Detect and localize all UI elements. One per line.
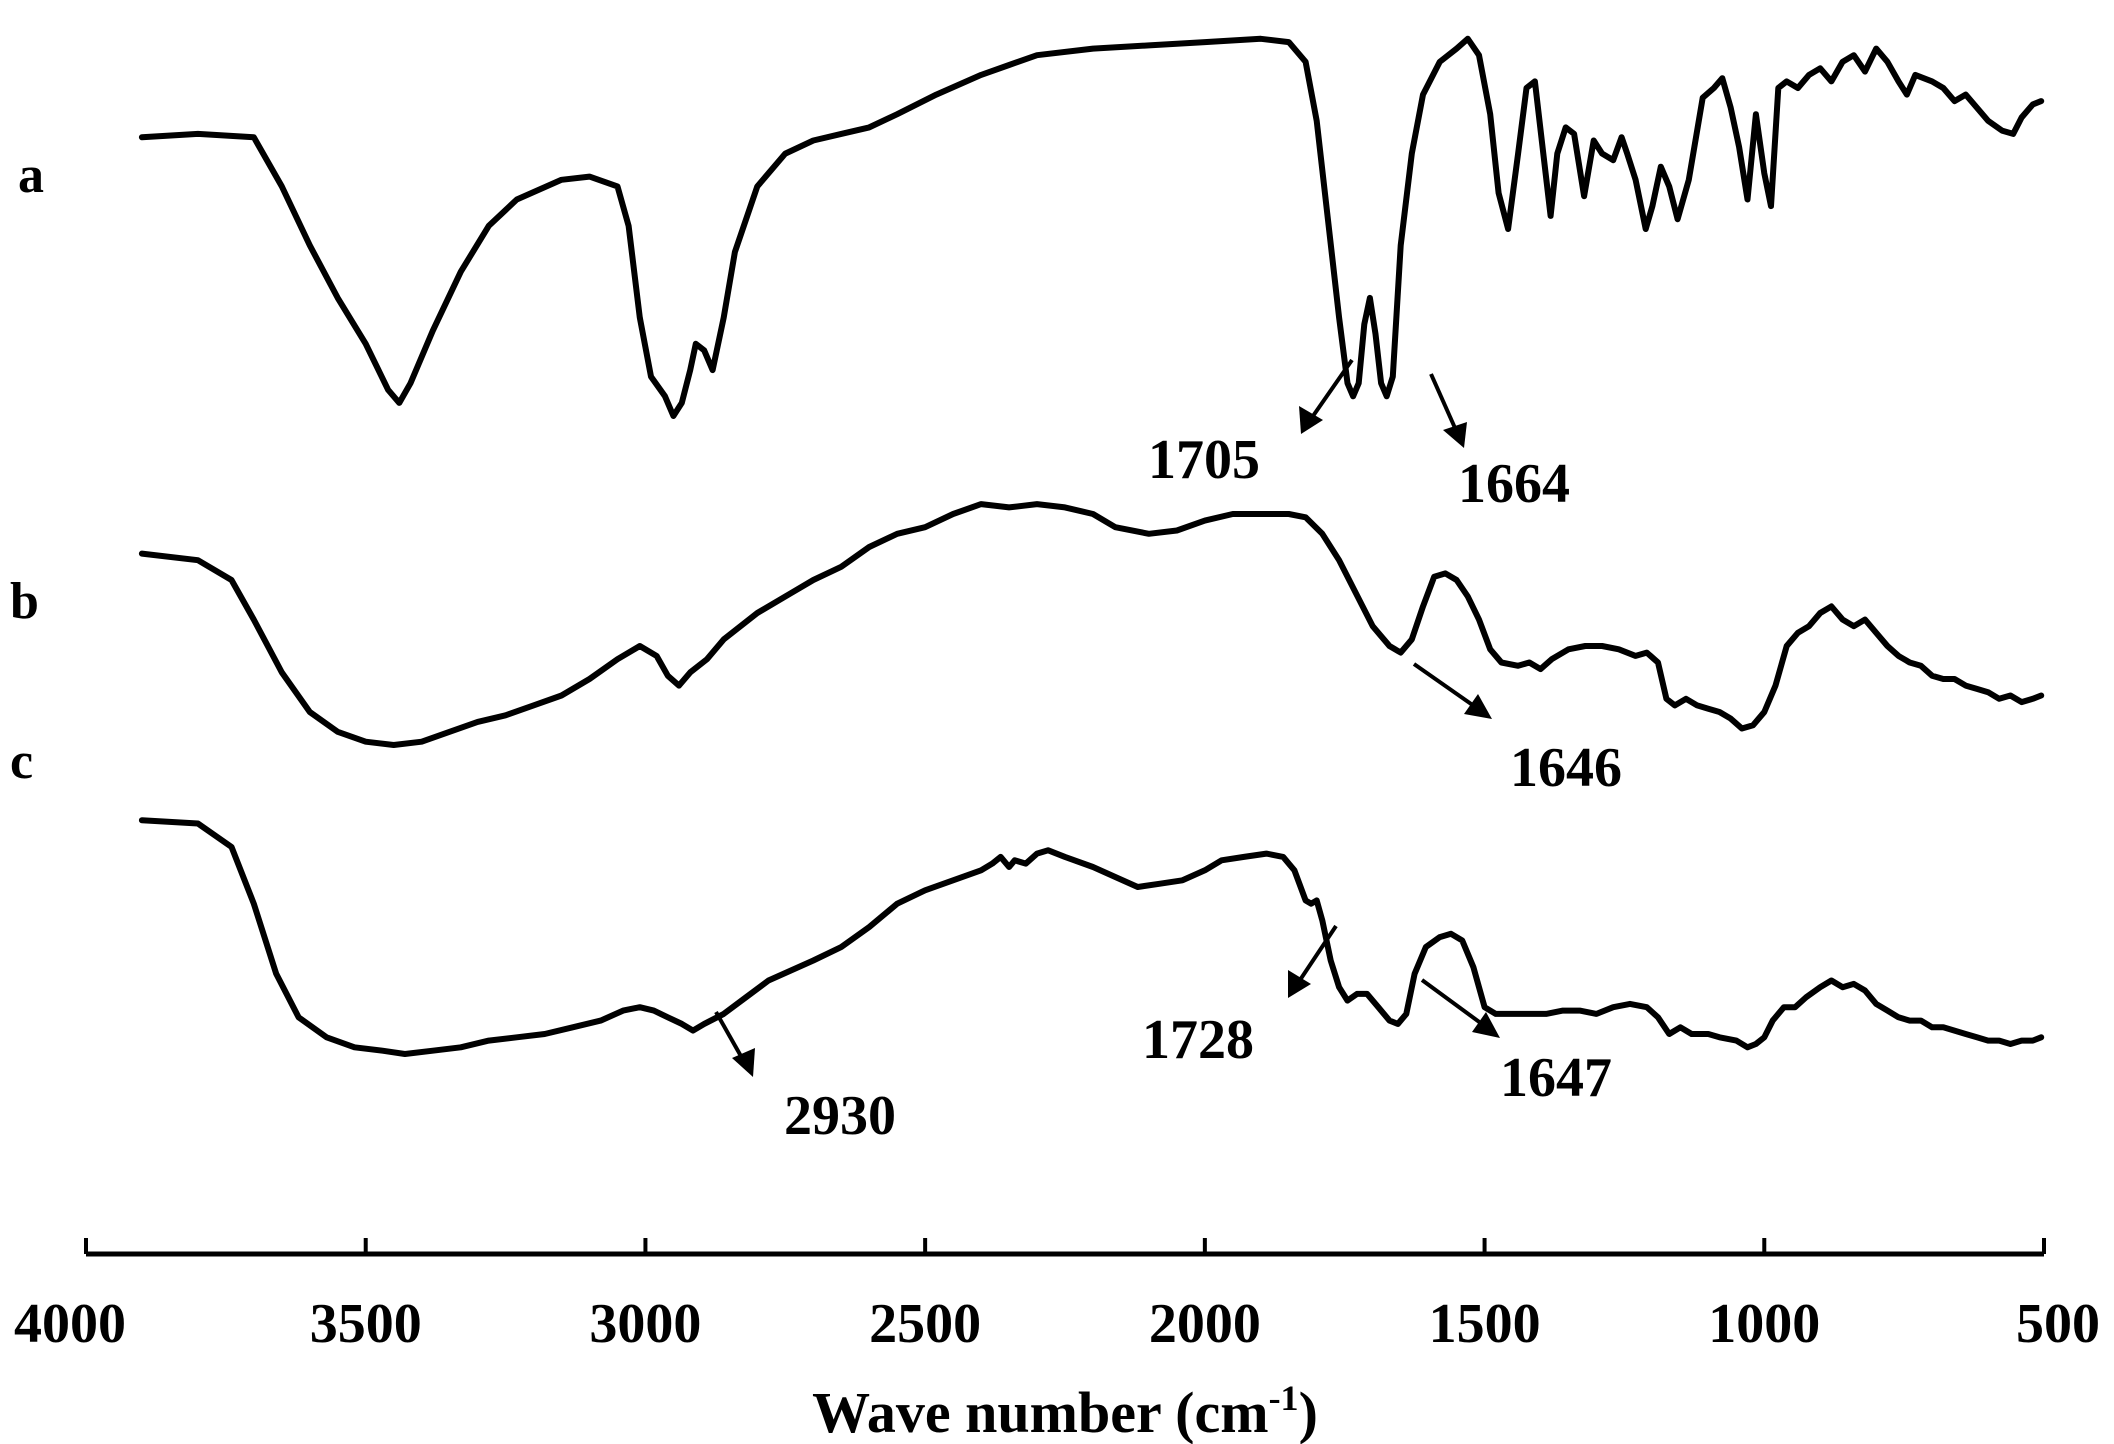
spectrum-line-b: [138, 501, 2045, 748]
x-axis-ticks: 4000 3500 3000 2500 2000 1500 1000 500: [14, 1238, 2100, 1355]
annotation-arrow: [1420, 978, 1484, 1026]
x-tick-label-1500: 1500: [1429, 1293, 1541, 1355]
x-tick-label-1000: 1000: [1708, 1293, 1820, 1355]
x-axis-title-sup: -1: [1269, 1378, 1299, 1418]
spectra-curves: [138, 35, 2045, 1057]
x-tick-label-2000: 2000: [1149, 1293, 1261, 1355]
x-axis-title-main: Wave number (cm: [812, 1380, 1268, 1444]
annotation-arrowhead: [1472, 1012, 1500, 1038]
spectrum-line-c: [138, 817, 2045, 1057]
annotation-arrow: [1412, 662, 1476, 708]
x-tick-label-2500: 2500: [869, 1293, 981, 1355]
annotation-label: 1728: [1142, 1009, 1254, 1071]
annotation-label: 1646: [1510, 737, 1622, 799]
annotation-label: 1647: [1500, 1047, 1612, 1109]
annotation-arrowhead: [1288, 970, 1311, 998]
annotation-arrow: [1429, 373, 1457, 429]
annotation-arrowhead: [1464, 694, 1492, 719]
x-tick-label-3000: 3000: [589, 1293, 701, 1355]
series-label-a: a: [18, 147, 44, 204]
annotation-arrow: [1311, 358, 1354, 418]
series-label-c: c: [10, 733, 33, 790]
annotation-1728: 1728: [1142, 924, 1338, 1071]
annotation-label: 1664: [1458, 453, 1570, 515]
spectrum-line-a: [138, 35, 2045, 419]
annotation-1646: 1646: [1412, 662, 1622, 799]
annotation-arrowhead: [1299, 406, 1323, 434]
x-tick-label-3500: 3500: [310, 1293, 422, 1355]
annotation-1664: 1664: [1429, 373, 1570, 515]
series-label-b: b: [10, 573, 39, 630]
annotation-arrowhead: [732, 1048, 755, 1077]
annotation-2930: 2930: [714, 1011, 896, 1147]
annotation-arrow: [714, 1011, 744, 1059]
x-tick-label-500: 500: [2016, 1293, 2100, 1355]
x-tick-label-4000: 4000: [14, 1293, 126, 1355]
annotation-label: 1705: [1148, 429, 1260, 491]
annotation-label: 2930: [784, 1085, 896, 1147]
annotation-arrow: [1298, 924, 1338, 982]
annotation-1647: 1647: [1420, 978, 1612, 1109]
x-axis-title-close: ): [1299, 1380, 1318, 1444]
annotation-arrowhead: [1443, 422, 1467, 448]
x-axis-title: Wave number (cm-1): [812, 1378, 1318, 1444]
annotation-1705: 1705: [1148, 358, 1354, 491]
